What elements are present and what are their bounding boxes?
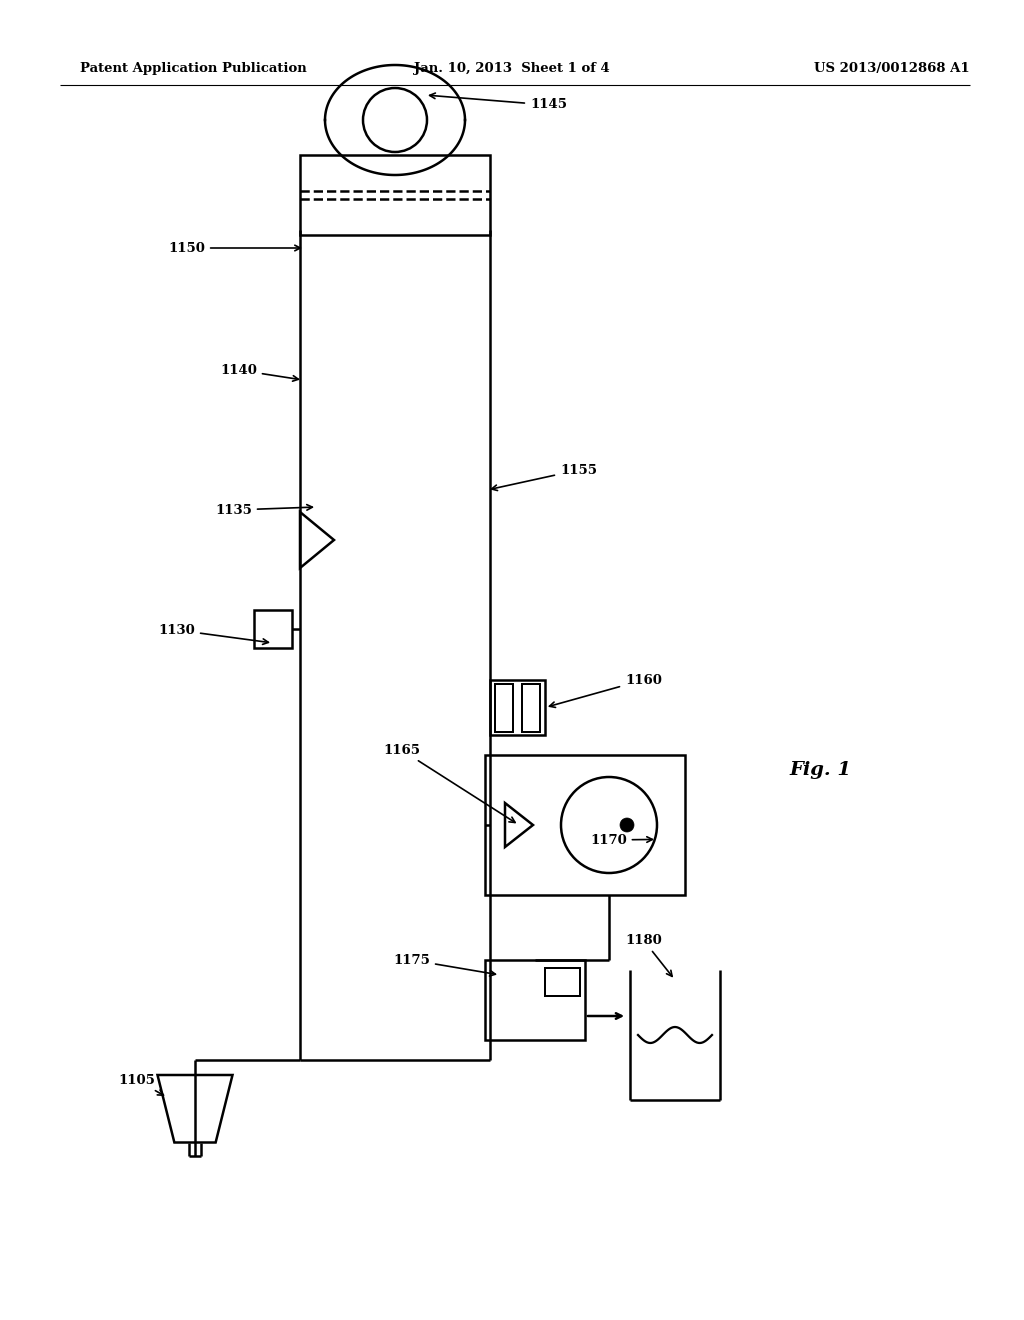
Bar [300,154,490,235]
Text: 1180: 1180 [625,933,672,977]
Bar [490,680,545,735]
Text: 1150: 1150 [168,242,300,255]
Text: 1175: 1175 [393,953,496,975]
Text: 1145: 1145 [430,92,567,111]
Bar [254,610,292,648]
Text: 1165: 1165 [383,743,515,822]
Bar [485,755,685,895]
Text: 1170: 1170 [590,833,652,846]
Text: 1140: 1140 [220,363,298,381]
Text: Jan. 10, 2013  Sheet 1 of 4: Jan. 10, 2013 Sheet 1 of 4 [414,62,610,75]
Text: 1130: 1130 [159,623,268,644]
Bar [545,968,580,997]
Text: 1135: 1135 [215,503,312,516]
Bar [485,960,585,1040]
Text: 1155: 1155 [492,463,597,491]
Bar [522,684,540,731]
Text: 1160: 1160 [550,673,662,708]
Text: Fig. 1: Fig. 1 [790,762,851,779]
Circle shape [620,818,634,832]
Text: US 2013/0012868 A1: US 2013/0012868 A1 [814,62,970,75]
Bar [495,684,513,731]
Text: Patent Application Publication: Patent Application Publication [80,62,307,75]
Text: 1105: 1105 [118,1073,164,1096]
